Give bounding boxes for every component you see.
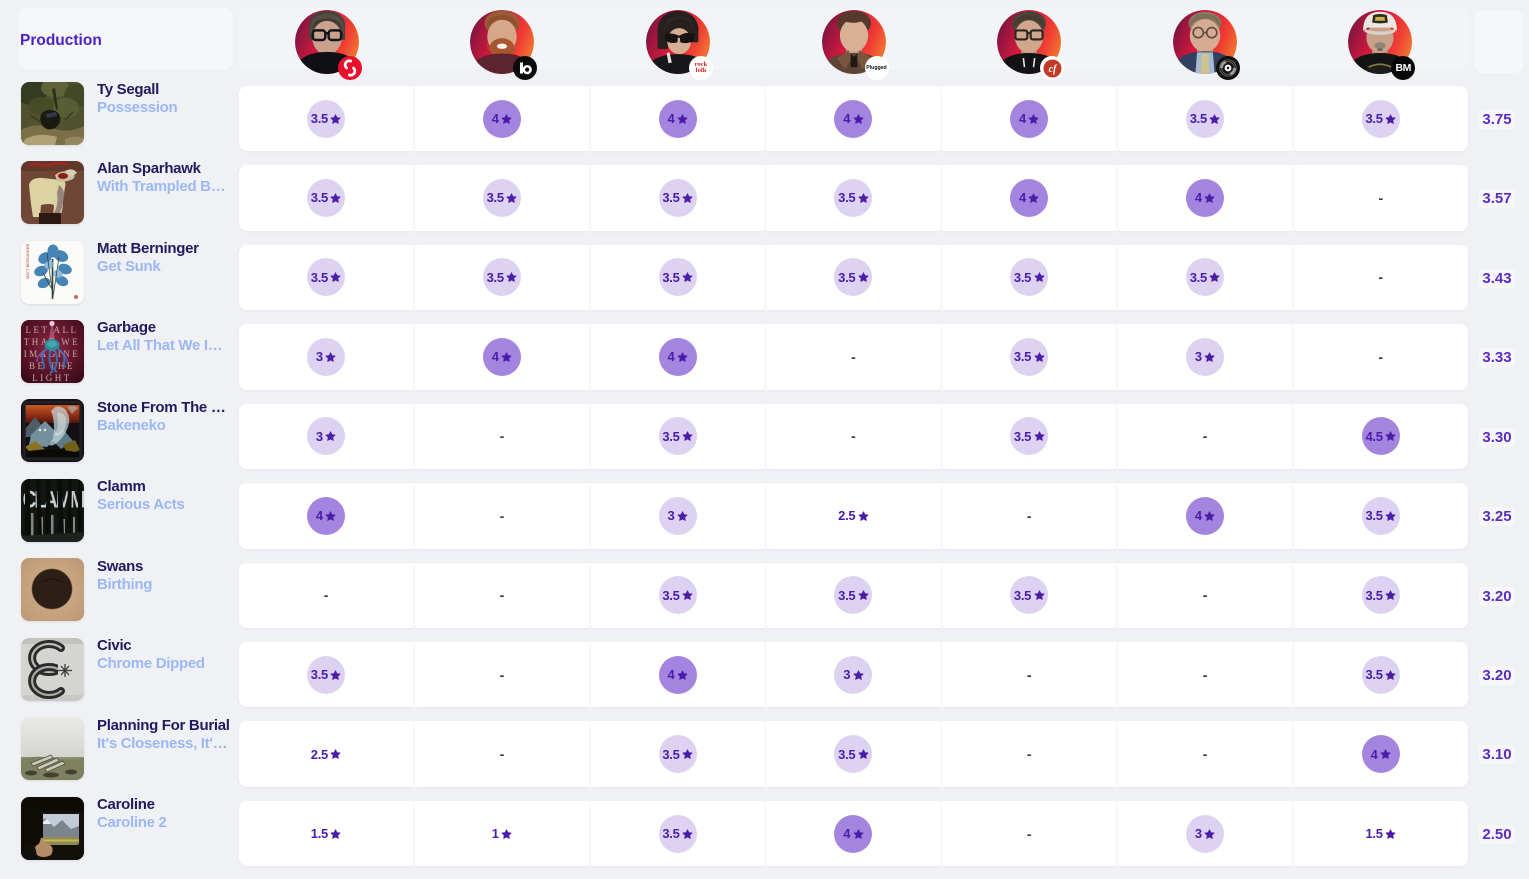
svg-text:LET ALL: LET ALL <box>25 325 78 335</box>
svg-text:LIGHT: LIGHT <box>32 373 72 383</box>
svg-text:cf: cf <box>1049 64 1058 75</box>
svg-text:CLAMM: CLAMM <box>23 487 84 514</box>
svg-text:MATT BERNINGER: MATT BERNINGER <box>25 243 30 279</box>
svg-text:IMAGINE: IMAGINE <box>24 349 81 359</box>
